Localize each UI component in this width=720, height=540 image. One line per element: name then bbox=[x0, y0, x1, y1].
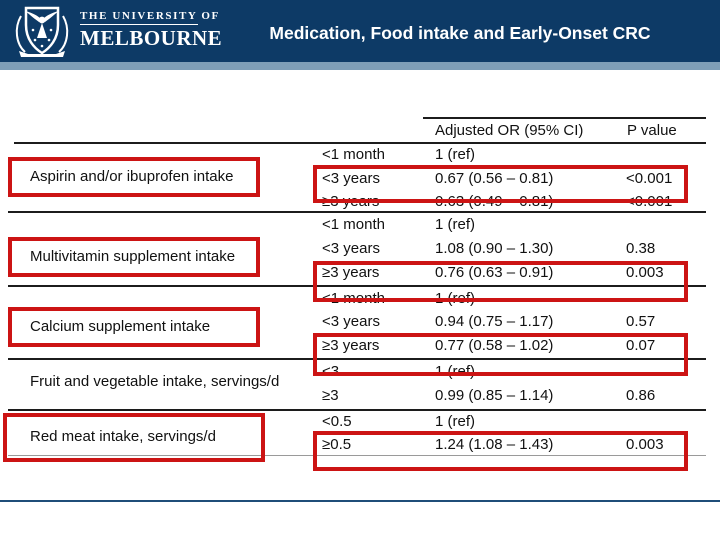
section-label-calcium: Calcium supplement intake bbox=[30, 318, 211, 335]
or-cell: 0.76 (0.63 – 0.91) bbox=[435, 264, 554, 281]
table-row: <3 years 0.94 (0.75 – 1.17) 0.57 bbox=[0, 310, 712, 334]
or-cell: 1 (ref) bbox=[435, 146, 476, 163]
or-cell: 1 (ref) bbox=[435, 413, 476, 430]
header-accent-stripe bbox=[0, 62, 720, 70]
or-cell: 0.77 (0.58 – 1.02) bbox=[435, 337, 554, 354]
p-value-cell: 0.86 bbox=[626, 387, 656, 404]
table-header-rule bbox=[14, 142, 706, 144]
category-cell: <1 month bbox=[322, 216, 385, 233]
section-divider bbox=[8, 358, 706, 360]
highlight-box-red-meat-label bbox=[3, 413, 265, 462]
col-header-p-value: P value bbox=[627, 122, 677, 139]
table-bottom-rule bbox=[8, 455, 706, 456]
or-cell: 0.99 (0.85 – 1.14) bbox=[435, 387, 554, 404]
section-divider bbox=[8, 211, 706, 213]
highlight-box-multivitamin-label bbox=[8, 237, 260, 277]
or-cell: 1 (ref) bbox=[435, 216, 476, 233]
highlight-box-calcium-label bbox=[8, 307, 260, 347]
footer-rule bbox=[0, 500, 720, 502]
table-row: <1 month 1 (ref) bbox=[0, 213, 712, 237]
university-logotype: THE UNIVERSITY OF MELBOURNE bbox=[80, 10, 222, 51]
category-cell: ≥0.5 bbox=[322, 436, 352, 453]
category-cell: ≥3 years bbox=[322, 264, 380, 281]
p-value-cell: 0.38 bbox=[626, 240, 656, 257]
table-row: <3 years 0.67 (0.56 – 0.81) <0.001 bbox=[0, 167, 712, 191]
logo-divider bbox=[80, 24, 198, 25]
p-value-cell: 0.07 bbox=[626, 337, 656, 354]
p-value-cell: 0.003 bbox=[626, 436, 664, 453]
logo-line2: MELBOURNE bbox=[80, 26, 223, 50]
category-cell: ≥3 bbox=[322, 387, 339, 404]
highlight-box-calcium-ge3y-row bbox=[313, 333, 688, 376]
or-cell: 0.67 (0.56 – 0.81) bbox=[435, 170, 554, 187]
section-divider bbox=[8, 285, 706, 287]
slide-title: Medication, Food intake and Early-Onset … bbox=[269, 23, 651, 43]
logo-line1: THE UNIVERSITY OF bbox=[80, 10, 220, 22]
category-cell: <0.5 bbox=[322, 413, 352, 430]
table-row: ≥3 0.99 (0.85 – 1.14) 0.86 bbox=[0, 384, 712, 408]
section-label-multivitamin: Multivitamin supplement intake bbox=[30, 248, 236, 265]
category-cell: ≥3 years bbox=[322, 337, 380, 354]
table-top-rule bbox=[423, 117, 706, 119]
or-cell: 1.24 (1.08 – 1.43) bbox=[435, 436, 554, 453]
header-band: THE UNIVERSITY OF MELBOURNE Medication, … bbox=[0, 0, 720, 62]
table-row: <0.5 1 (ref) bbox=[0, 410, 712, 434]
or-cell: 0.94 (0.75 – 1.17) bbox=[435, 313, 554, 330]
col-header-adjusted-or: Adjusted OR (95% CI) bbox=[435, 122, 584, 139]
highlight-box-aspirin-lt3y-row bbox=[313, 165, 688, 203]
p-value-cell: 0.57 bbox=[626, 313, 656, 330]
section-label-aspirin: Aspirin and/or ibuprofen intake bbox=[30, 168, 234, 185]
section-label-fruit-veg: Fruit and vegetable intake, servings/d bbox=[30, 373, 280, 390]
highlight-box-aspirin-label bbox=[8, 157, 260, 197]
p-value-cell: 0.003 bbox=[626, 264, 664, 281]
category-cell: <3 years bbox=[322, 313, 380, 330]
p-value-cell: <0.001 bbox=[626, 170, 673, 187]
university-crest-icon bbox=[12, 3, 72, 66]
table-row: ≥0.5 1.24 (1.08 – 1.43) 0.003 bbox=[0, 433, 712, 457]
table-row: <1 month 1 (ref) bbox=[0, 143, 712, 167]
category-cell: <3 years bbox=[322, 170, 380, 187]
table-row: ≥3 years 0.76 (0.63 – 0.91) 0.003 bbox=[0, 261, 712, 285]
or-cell: 1.08 (0.90 – 1.30) bbox=[435, 240, 554, 257]
table-row: <3 years 1.08 (0.90 – 1.30) 0.38 bbox=[0, 237, 712, 261]
category-cell: <3 years bbox=[322, 240, 380, 257]
highlight-box-multivitamin-ge3y-row bbox=[313, 261, 688, 302]
section-divider bbox=[8, 409, 706, 411]
table-row: ≥3 years 0.77 (0.58 – 1.02) 0.07 bbox=[0, 334, 712, 358]
category-cell: <1 month bbox=[322, 146, 385, 163]
section-label-red-meat: Red meat intake, servings/d bbox=[30, 428, 216, 445]
highlight-box-red-meat-ge05-row bbox=[313, 431, 688, 471]
